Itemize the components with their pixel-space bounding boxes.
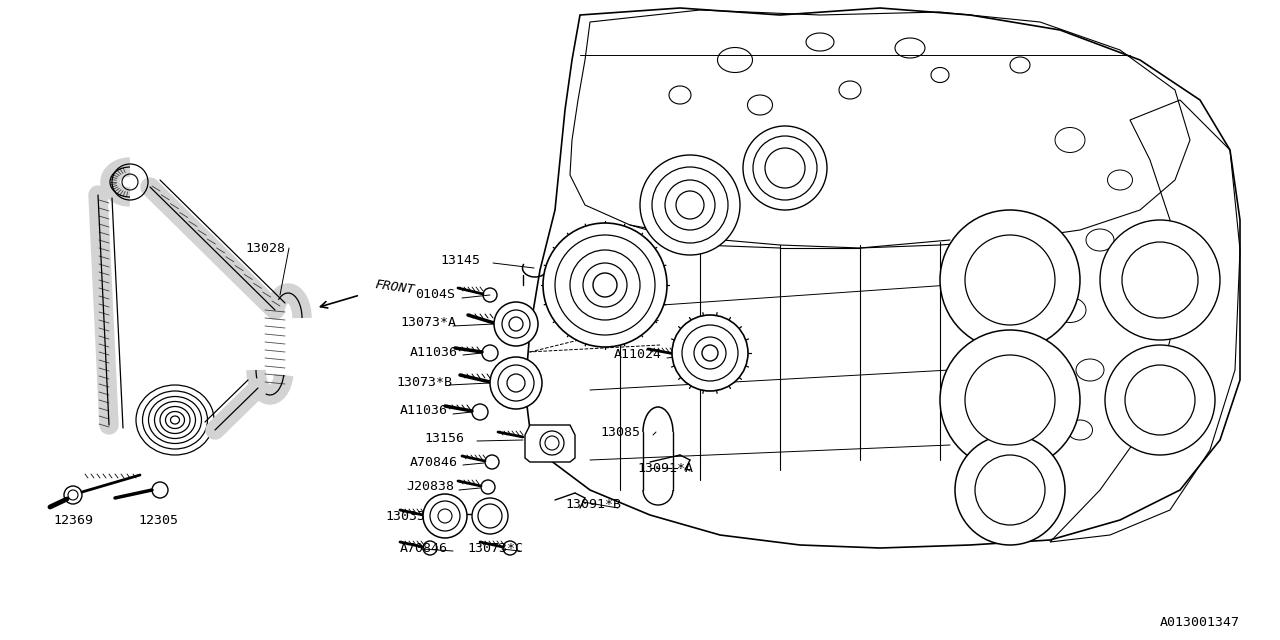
Text: 13145: 13145: [440, 253, 480, 266]
Circle shape: [430, 501, 460, 531]
Text: 13156: 13156: [424, 431, 465, 445]
Circle shape: [765, 148, 805, 188]
Circle shape: [666, 180, 716, 230]
Text: 13091*A: 13091*A: [637, 461, 692, 474]
Circle shape: [472, 498, 508, 534]
Text: 13073*B: 13073*B: [396, 376, 452, 388]
Text: A11024: A11024: [614, 349, 662, 362]
Circle shape: [742, 126, 827, 210]
Text: 0104S: 0104S: [415, 289, 454, 301]
Circle shape: [490, 357, 541, 409]
Circle shape: [477, 504, 502, 528]
Circle shape: [965, 355, 1055, 445]
Circle shape: [543, 223, 667, 347]
Circle shape: [1105, 345, 1215, 455]
Text: A11036: A11036: [399, 404, 448, 417]
Circle shape: [975, 455, 1044, 525]
Circle shape: [1100, 220, 1220, 340]
Circle shape: [1123, 242, 1198, 318]
Polygon shape: [525, 8, 1240, 548]
Polygon shape: [525, 425, 575, 462]
Text: 13085: 13085: [600, 426, 640, 438]
Circle shape: [940, 330, 1080, 470]
Text: J20838: J20838: [406, 481, 454, 493]
Text: 13028: 13028: [244, 241, 285, 255]
Circle shape: [498, 365, 534, 401]
Text: 13033: 13033: [385, 509, 425, 522]
Circle shape: [955, 435, 1065, 545]
Circle shape: [540, 431, 564, 455]
Circle shape: [640, 155, 740, 255]
Text: A70846: A70846: [410, 456, 458, 468]
Text: 12369: 12369: [52, 513, 93, 527]
Text: 13091*B: 13091*B: [564, 499, 621, 511]
Circle shape: [682, 325, 739, 381]
Text: 13073*C: 13073*C: [467, 541, 524, 554]
Circle shape: [570, 250, 640, 320]
Circle shape: [502, 310, 530, 338]
Circle shape: [1125, 365, 1196, 435]
Circle shape: [940, 210, 1080, 350]
Circle shape: [422, 494, 467, 538]
Text: A013001347: A013001347: [1160, 616, 1240, 628]
Circle shape: [672, 315, 748, 391]
Circle shape: [965, 235, 1055, 325]
Text: 12305: 12305: [138, 513, 178, 527]
Text: 13073*A: 13073*A: [399, 317, 456, 330]
Text: A11036: A11036: [410, 346, 458, 358]
Text: FRONT: FRONT: [374, 278, 416, 296]
Circle shape: [494, 302, 538, 346]
Text: A70846: A70846: [399, 541, 448, 554]
